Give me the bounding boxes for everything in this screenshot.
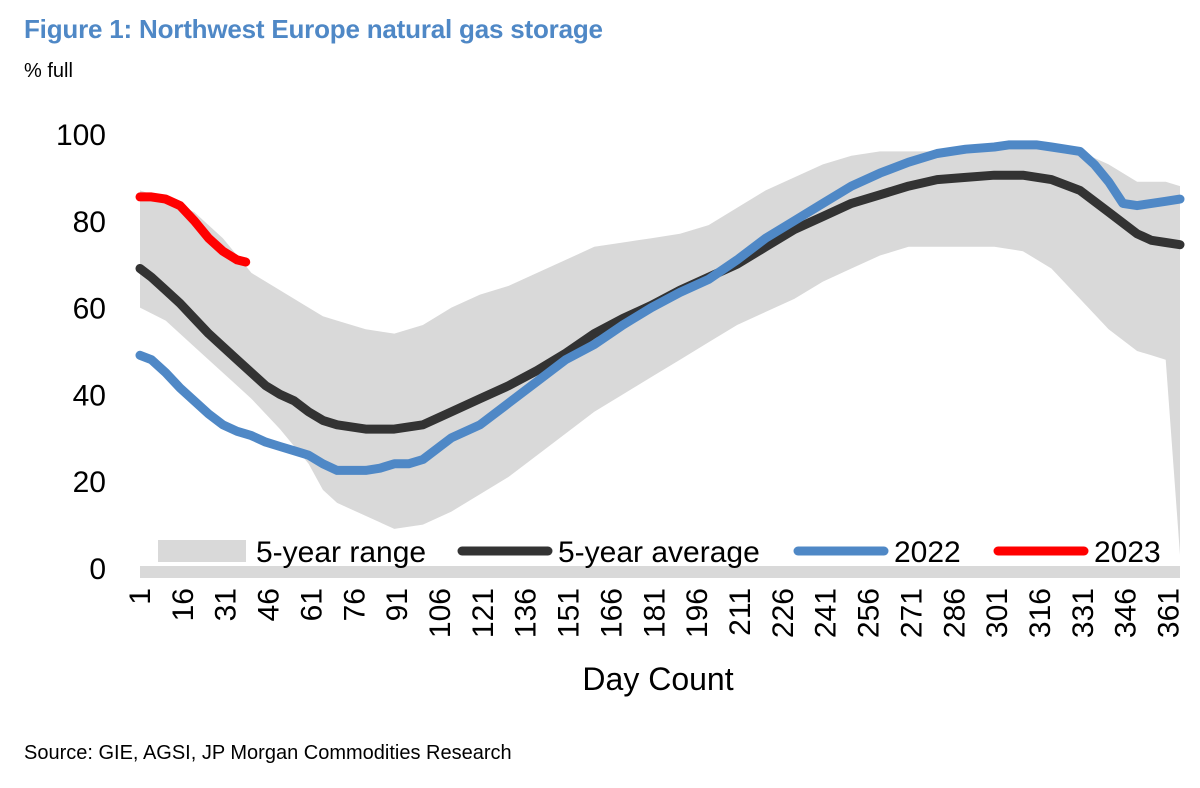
x-tick-label: 361 bbox=[1153, 588, 1186, 638]
x-tick-label: 76 bbox=[338, 588, 371, 621]
x-tick-label: 196 bbox=[681, 588, 714, 638]
x-tick-label: 316 bbox=[1024, 588, 1057, 638]
average-line bbox=[135, 170, 1185, 434]
y-tick-label: 0 bbox=[89, 553, 106, 586]
x-tick-labels: 1 16 31 46 61 76 91 106 121 136 151 166 181 196 211 226… bbox=[124, 588, 1186, 638]
x-tick-label: 46 bbox=[253, 588, 286, 621]
x-tick-label: 241 bbox=[810, 588, 843, 638]
x-tick-label: 151 bbox=[553, 588, 586, 638]
x-tick-label: 91 bbox=[381, 588, 414, 621]
range-band bbox=[140, 147, 1180, 555]
line-2022 bbox=[135, 140, 1185, 475]
x-tick-label: 121 bbox=[467, 588, 500, 638]
x-tick-label: 256 bbox=[853, 588, 886, 638]
y-tick-label: 80 bbox=[73, 206, 106, 239]
chart-title: Figure 1: Northwest Europe natural gas s… bbox=[24, 14, 603, 44]
legend-label-average: 5-year average bbox=[558, 536, 760, 569]
y-tick-label: 40 bbox=[73, 379, 106, 412]
legend-swatch-range bbox=[158, 540, 246, 562]
x-tick-label: 16 bbox=[167, 588, 200, 621]
x-tick-label: 31 bbox=[210, 588, 243, 621]
line-2023 bbox=[135, 192, 251, 267]
x-axis-band bbox=[140, 566, 1180, 578]
x-axis-title: Day Count bbox=[582, 661, 733, 697]
range-layer bbox=[140, 147, 1180, 555]
legend-label-range: 5-year range bbox=[256, 536, 426, 569]
x-tick-label: 181 bbox=[638, 588, 671, 638]
gas-storage-chart: 0 20 40 60 80 100 1 16 31 46 61 76 91 106 121 136 151 16… bbox=[56, 119, 1186, 697]
x-tick-label: 136 bbox=[510, 588, 543, 638]
series-layer bbox=[135, 140, 1185, 475]
legend: 5-year range 5-year average 2022 2023 bbox=[158, 536, 1161, 569]
y-tick-label: 100 bbox=[56, 119, 106, 152]
x-tick-label: 106 bbox=[424, 588, 457, 638]
x-tick-label: 301 bbox=[981, 588, 1014, 638]
x-tick-label: 271 bbox=[895, 588, 928, 638]
y-unit-label: % full bbox=[24, 60, 73, 82]
x-tick-label: 166 bbox=[595, 588, 628, 638]
source-note: Source: GIE, AGSI, JP Morgan Commodities… bbox=[24, 742, 512, 764]
x-tick-label: 211 bbox=[724, 588, 757, 636]
x-tick-label: 1 bbox=[124, 588, 157, 605]
x-tick-label: 226 bbox=[767, 588, 800, 638]
x-tick-label: 346 bbox=[1110, 588, 1143, 638]
y-tick-label: 60 bbox=[73, 293, 106, 326]
x-tick-label: 61 bbox=[295, 588, 328, 621]
y-tick-labels: 0 20 40 60 80 100 bbox=[56, 119, 106, 586]
x-axis-bar bbox=[140, 566, 1180, 578]
y-tick-label: 20 bbox=[73, 466, 106, 499]
x-tick-label: 331 bbox=[1067, 588, 1100, 638]
legend-label-2023: 2023 bbox=[1094, 536, 1161, 569]
x-tick-label: 286 bbox=[938, 588, 971, 638]
legend-label-2022: 2022 bbox=[894, 536, 961, 569]
